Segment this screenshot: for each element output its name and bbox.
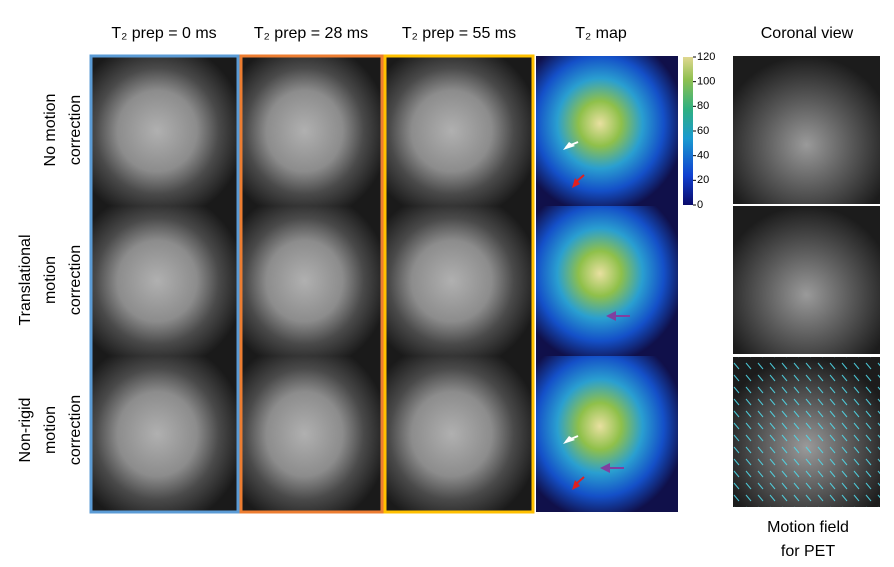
- row-label: Translational: [17, 234, 34, 325]
- image-content: [536, 206, 678, 356]
- row-label: correction: [67, 245, 84, 315]
- image-content: [91, 56, 238, 206]
- row-label: motion: [42, 406, 59, 454]
- row-label: motion: [42, 256, 59, 304]
- colorbar-tick-label: 40: [697, 150, 709, 162]
- caption: Motion field: [767, 519, 849, 536]
- column-header: T₂ prep = 28 ms: [254, 25, 368, 42]
- image-content: [91, 206, 238, 356]
- column-header: T₂ map: [575, 25, 627, 42]
- image-content: [385, 206, 533, 356]
- colorbar-tick-label: 20: [697, 174, 709, 186]
- colorbar-tick-label: 80: [697, 100, 709, 112]
- colorbar-tick-label: 120: [697, 51, 715, 63]
- caption: for PET: [781, 543, 835, 560]
- image-content: [241, 56, 382, 206]
- colorbar-tick-label: 100: [697, 76, 715, 88]
- row-label: correction: [67, 95, 84, 165]
- image-content: [536, 56, 678, 206]
- row-label: No motion: [42, 94, 59, 167]
- row-label: Non-rigid: [17, 398, 34, 463]
- annotation-arrows: [563, 141, 630, 490]
- image-grid: [91, 56, 880, 512]
- frame-orange: [239, 54, 384, 514]
- frame-yellow: [383, 54, 535, 514]
- colorbar-tick-label: 0: [697, 199, 703, 211]
- labels: T₂ prep = 0 ms T₂ prep = 28 ms T₂ prep = 5…: [17, 25, 853, 560]
- image-content: [241, 356, 382, 512]
- column-header: T₂ prep = 0 ms: [111, 25, 216, 42]
- row-label: correction: [67, 395, 84, 465]
- coronal-image: [733, 206, 880, 354]
- column-header: Coronal view: [761, 25, 854, 42]
- colorbar: [683, 57, 693, 205]
- colorbar-tick-label: 60: [697, 125, 709, 137]
- frame-blue: [89, 54, 240, 514]
- motion-field: [733, 357, 880, 507]
- image-content: [385, 356, 533, 512]
- image-content: [385, 56, 533, 206]
- image-content: [536, 356, 678, 512]
- coronal-image: [733, 56, 880, 204]
- image-content: [241, 206, 382, 356]
- column-header: T₂ prep = 55 ms: [402, 25, 516, 42]
- colorbar-axis: 0 20 40 60 80 100 120: [693, 51, 715, 211]
- image-content: [91, 356, 238, 512]
